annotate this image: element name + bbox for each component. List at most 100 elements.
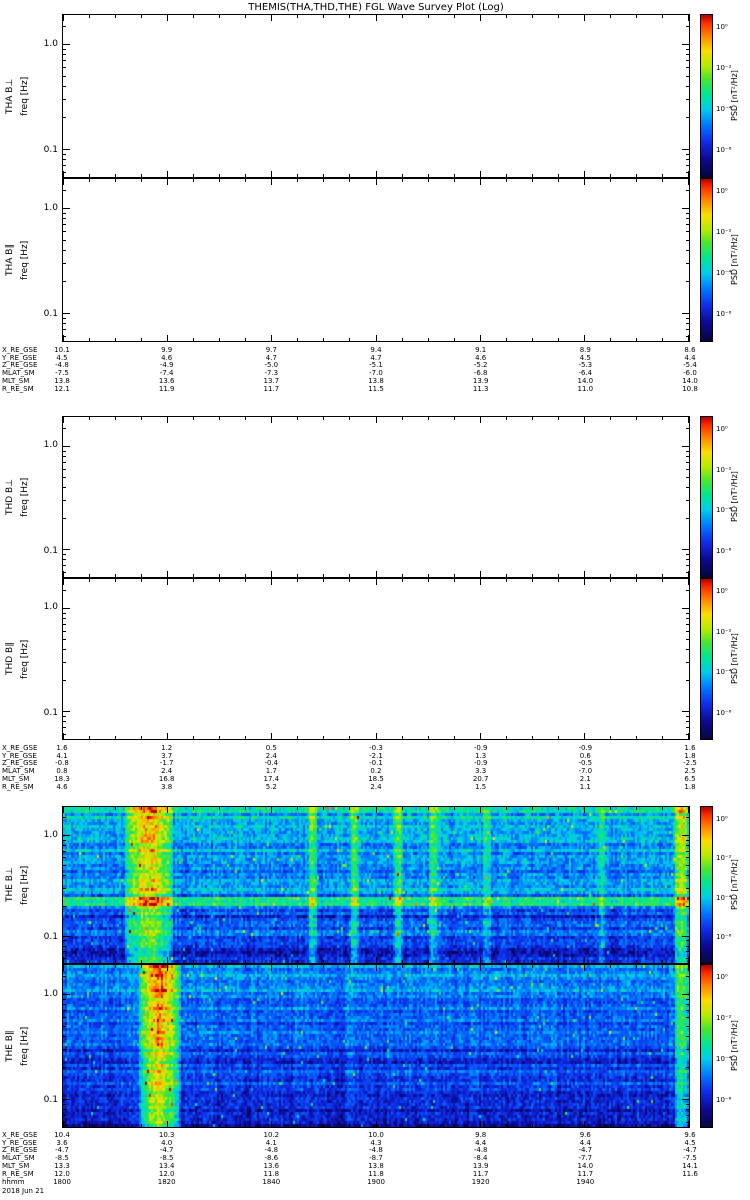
axis-tick bbox=[63, 711, 70, 712]
axis-tick bbox=[532, 417, 533, 420]
ephemeris-value: 13.6 bbox=[263, 1161, 280, 1170]
axis-tick bbox=[63, 835, 70, 836]
axis-tick bbox=[219, 960, 220, 963]
axis-tick bbox=[584, 807, 585, 813]
axis-tick bbox=[115, 1124, 116, 1127]
colorbar bbox=[700, 416, 713, 578]
ephemeris-value: 11.6 bbox=[682, 1169, 698, 1178]
axis-tick bbox=[141, 579, 142, 582]
axis-tick bbox=[63, 624, 66, 625]
axis-tick bbox=[297, 179, 298, 182]
ephemeris-value: 11.3 bbox=[472, 384, 489, 393]
axis-tick bbox=[63, 680, 66, 681]
axis-tick bbox=[63, 1121, 64, 1127]
axis-tick bbox=[167, 571, 168, 577]
ephemeris-value: 4.6 bbox=[475, 353, 487, 362]
colorbar bbox=[700, 14, 713, 178]
axis-tick bbox=[349, 579, 350, 582]
axis-tick bbox=[245, 174, 246, 177]
ephemeris-value: -8.7 bbox=[369, 1154, 383, 1163]
axis-tick bbox=[480, 417, 481, 423]
ephemeris-row-label: X_RE_GSE bbox=[2, 1131, 38, 1139]
freq-tick-label: 1.0 bbox=[43, 602, 58, 613]
ephemeris-value: 4.7 bbox=[265, 353, 277, 362]
axis-tick bbox=[558, 417, 559, 420]
axis-tick bbox=[89, 174, 90, 177]
axis-tick bbox=[115, 574, 116, 577]
axis-tick bbox=[219, 736, 220, 739]
ephemeris-value: 13.3 bbox=[54, 1161, 70, 1170]
ephemeris-value: 9.6 bbox=[684, 1131, 696, 1139]
axis-tick bbox=[686, 54, 689, 55]
axis-tick bbox=[686, 1036, 689, 1037]
colorbar-tick-label: 10⁻² bbox=[716, 854, 732, 863]
axis-tick bbox=[558, 338, 559, 341]
axis-tick bbox=[89, 574, 90, 577]
axis-tick bbox=[686, 231, 689, 232]
axis-tick bbox=[89, 179, 90, 182]
axis-tick bbox=[682, 835, 689, 836]
axis-tick bbox=[89, 965, 90, 968]
ephemeris-value: -5.1 bbox=[369, 361, 383, 370]
axis-tick bbox=[428, 338, 429, 341]
freq-tick-label: 0.1 bbox=[43, 932, 58, 943]
ephemeris-value: 0.8 bbox=[56, 767, 68, 776]
axis-tick bbox=[686, 727, 689, 728]
ephemeris-value: 12.1 bbox=[54, 384, 70, 393]
colorbar-tick-label: 10⁰ bbox=[716, 973, 728, 982]
axis-tick bbox=[271, 15, 272, 21]
axis-tick bbox=[271, 1121, 272, 1127]
axis-tick bbox=[63, 477, 66, 478]
axis-tick bbox=[63, 1010, 66, 1011]
ephemeris-value: 8.6 bbox=[684, 346, 696, 354]
axis-tick bbox=[219, 174, 220, 177]
ephemeris-value: 1.1 bbox=[579, 782, 591, 791]
axis-tick bbox=[63, 208, 70, 209]
axis-tick bbox=[428, 579, 429, 582]
ephemeris-value: -0.5 bbox=[578, 759, 593, 768]
axis-tick bbox=[63, 428, 66, 429]
ephemeris-value: 2.1 bbox=[579, 774, 591, 783]
axis-tick bbox=[141, 960, 142, 963]
freq-tick-label: 1.0 bbox=[43, 988, 58, 999]
spectrogram-canvas-the-bperp bbox=[63, 807, 689, 963]
axis-tick bbox=[167, 1121, 168, 1127]
axis-tick bbox=[349, 960, 350, 963]
axis-tick bbox=[402, 179, 403, 182]
axis-tick bbox=[193, 15, 194, 18]
axis-tick bbox=[584, 957, 585, 963]
colorbar-axis-label: PSD [nT²/Hz] bbox=[730, 471, 739, 523]
ephemeris-value: -8.6 bbox=[264, 1154, 279, 1163]
ephemeris-value: 1.7 bbox=[265, 767, 277, 776]
axis-tick bbox=[636, 807, 637, 810]
axis-tick bbox=[245, 179, 246, 182]
axis-tick bbox=[402, 960, 403, 963]
axis-tick bbox=[63, 171, 64, 177]
ephemeris-value: 1.2 bbox=[161, 744, 173, 752]
axis-tick bbox=[167, 417, 168, 423]
axis-tick bbox=[297, 174, 298, 177]
axis-tick bbox=[63, 329, 66, 330]
ephemeris-value: 9.7 bbox=[265, 346, 277, 354]
ephemeris-value: 9.6 bbox=[579, 1131, 591, 1139]
axis-tick bbox=[688, 579, 689, 585]
axis-tick bbox=[63, 1104, 66, 1105]
freq-tick-label: 0.1 bbox=[43, 1095, 58, 1106]
axis-tick bbox=[428, 179, 429, 182]
ephemeris-value: 2.4 bbox=[265, 751, 277, 760]
axis-tick bbox=[532, 179, 533, 182]
axis-tick bbox=[63, 518, 66, 519]
axis-tick bbox=[610, 574, 611, 577]
axis-tick bbox=[63, 857, 66, 858]
axis-tick bbox=[532, 15, 533, 18]
colorbar-axis-label: PSD [nT²/Hz] bbox=[730, 633, 739, 685]
colorbar-tick-label: 10⁻⁶ bbox=[716, 708, 732, 717]
axis-tick bbox=[584, 417, 585, 423]
axis-tick bbox=[323, 965, 324, 968]
ephemeris-value: 13.7 bbox=[263, 376, 280, 385]
ephemeris-value: 9.9 bbox=[161, 346, 173, 354]
panel-thd-bpar bbox=[62, 578, 690, 740]
axis-tick bbox=[63, 649, 66, 650]
axis-tick bbox=[63, 456, 66, 457]
axis-tick bbox=[297, 15, 298, 18]
